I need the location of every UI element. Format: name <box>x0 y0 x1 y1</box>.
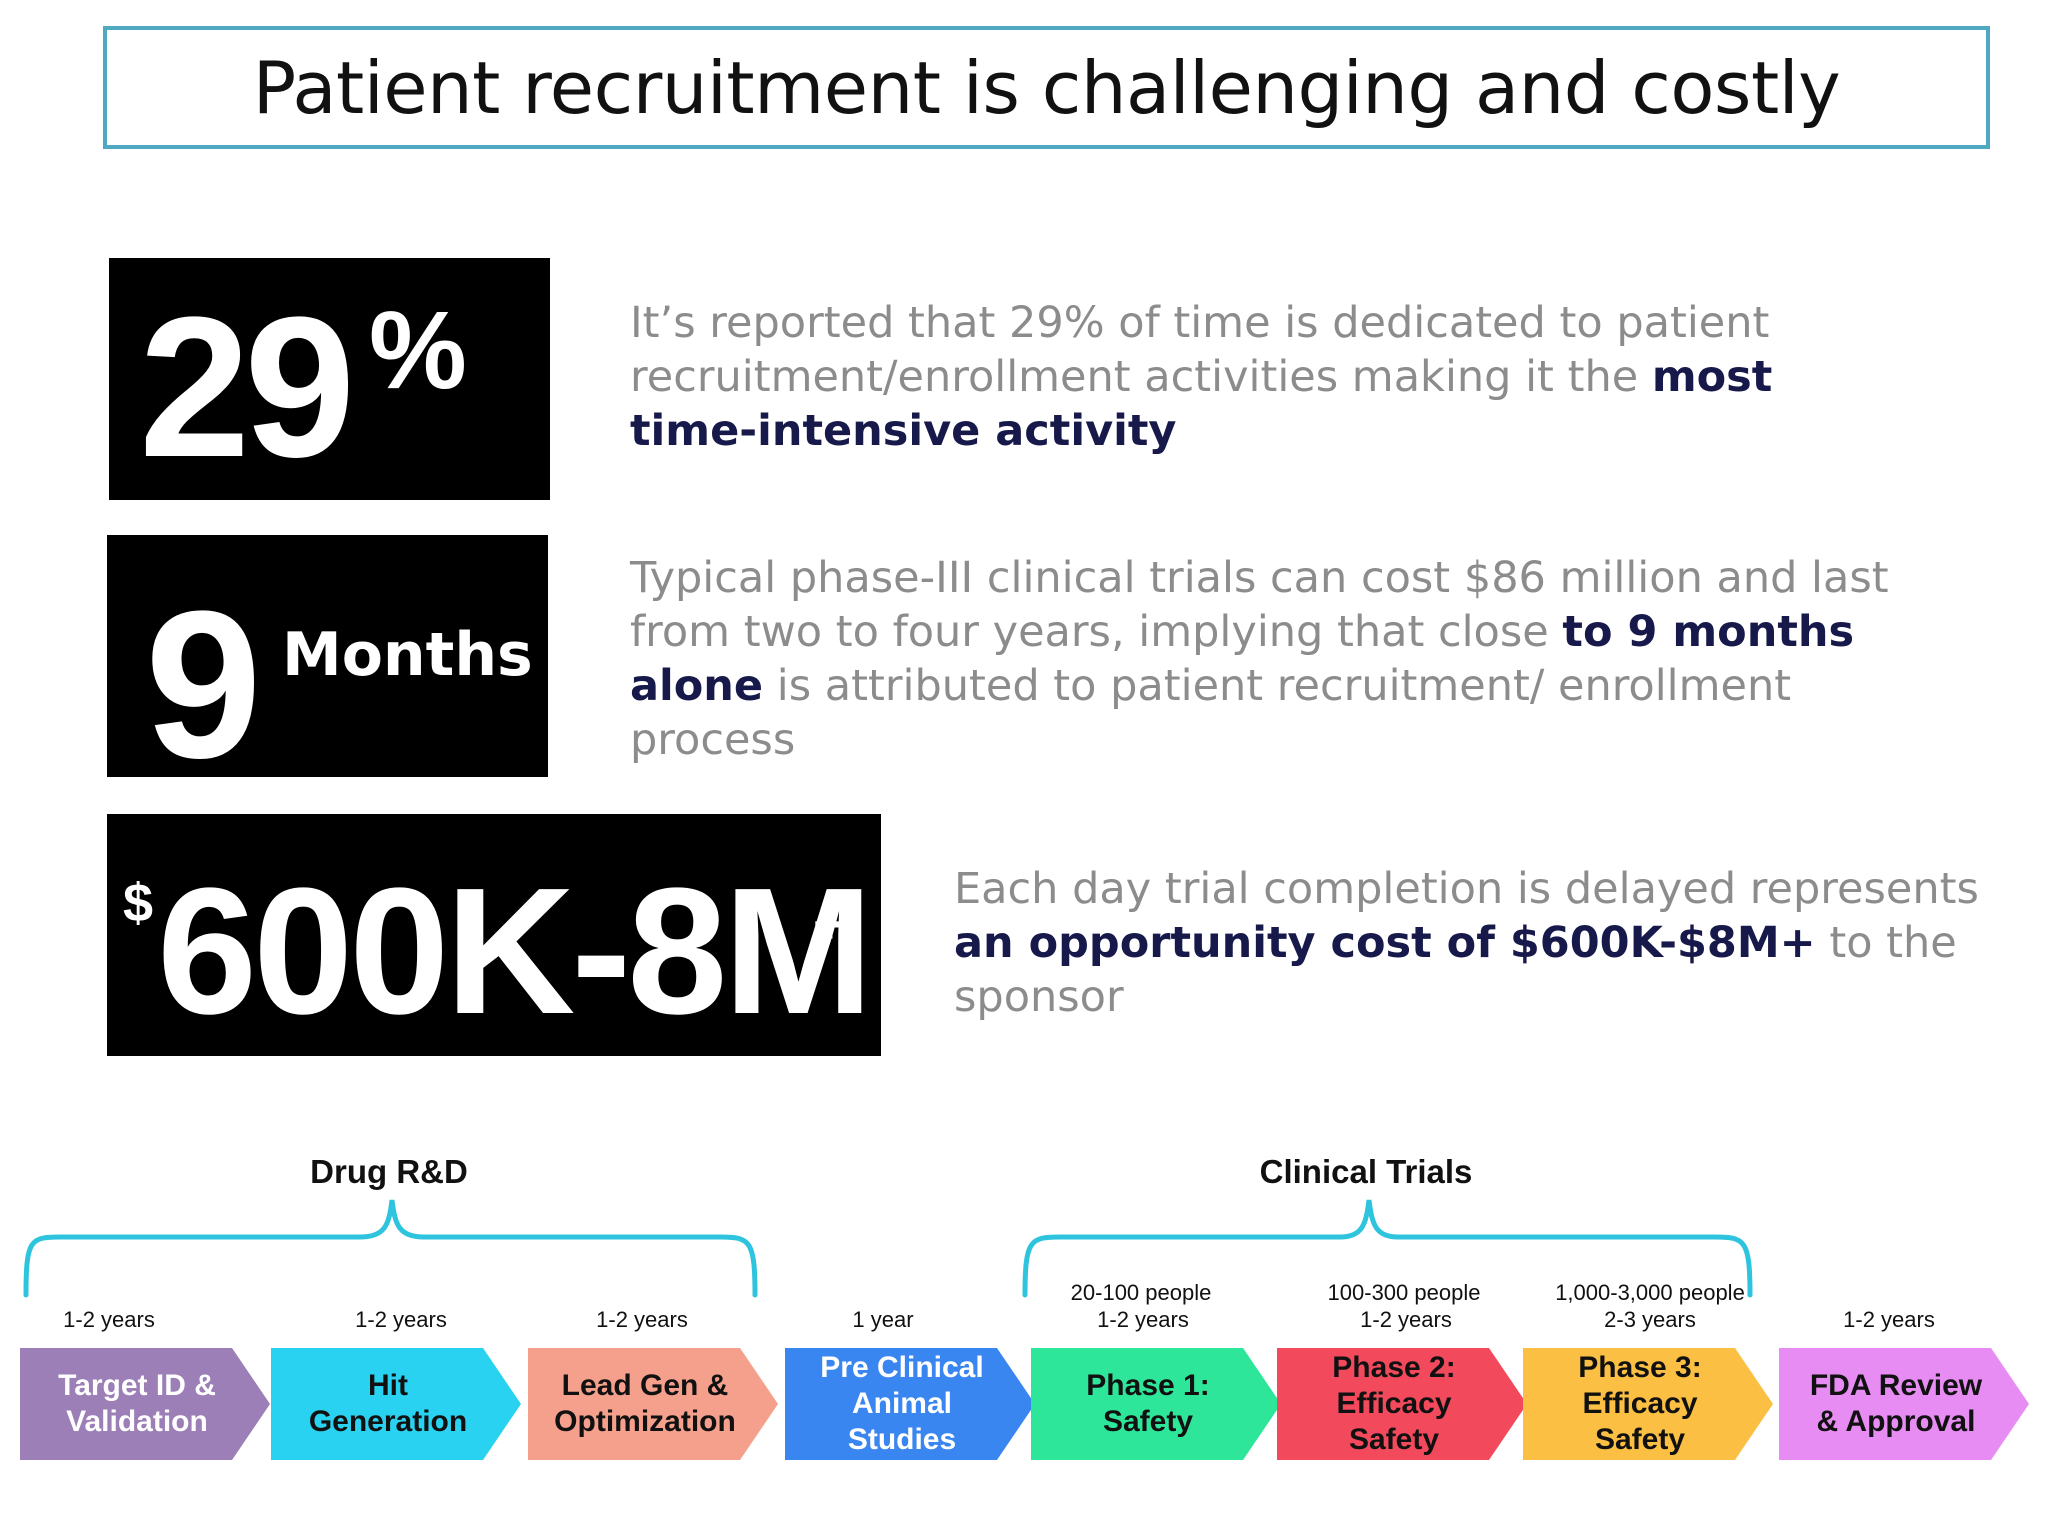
desc-text: Typical phase-III clinical trials can co… <box>630 553 1889 657</box>
desc-highlight: to 9 months alone <box>630 607 1855 711</box>
stage-arrow-hit: Hit Generation <box>271 1348 521 1460</box>
stage-arrow-preclinical: Pre Clinical Animal Studies <box>785 1348 1035 1460</box>
arrow-shape <box>528 1348 778 1460</box>
stage-label-phase1: Phase 1: Safety <box>1086 1369 1210 1438</box>
stage-label-target: Target ID & Validation <box>58 1369 216 1438</box>
stat-figure-suffix: + <box>813 892 846 955</box>
arrow-shape <box>1779 1348 2029 1460</box>
stage-label-fda: FDA Review & Approval <box>1809 1369 1983 1438</box>
stage-arrow-phase2: Phase 2: Efficacy Safety <box>1277 1348 1527 1460</box>
stat-figure: 29 <box>139 276 355 499</box>
slide-title: Patient recruitment is challenging and c… <box>252 45 1841 130</box>
stage-duration-fda: 1-2 years <box>1843 1307 1935 1332</box>
stat-figure: 600K-8M <box>157 851 873 1052</box>
stat-figure: 9 <box>145 567 262 802</box>
stat-description-3: Each day trial completion is delayed rep… <box>954 862 2014 1024</box>
stage-duration-phase2: 1-2 years <box>1360 1307 1452 1332</box>
brace-drug-rd <box>23 1199 758 1298</box>
stage-people-phase3: 1,000-3,000 people <box>1555 1280 1745 1305</box>
stage-arrow-fda: FDA Review & Approval <box>1779 1348 2029 1460</box>
stat-box-opportunity-cost: $ 600K-8M + <box>107 814 881 1056</box>
brace-clinical-trials <box>1022 1199 1753 1298</box>
stat-figure-suffix: % <box>369 289 467 412</box>
group-label-clinical-trials: Clinical Trials <box>1259 1153 1473 1190</box>
arrow-shape <box>271 1348 521 1460</box>
arrow-shape <box>785 1348 1035 1460</box>
stage-label-phase3: Phase 3: Efficacy Safety <box>1578 1351 1702 1456</box>
stat-box-29-percent: 29 % <box>109 258 550 500</box>
desc-text: Each day trial completion is delayed rep… <box>954 864 1979 914</box>
stat-box-9-months: 9 Months <box>107 535 548 790</box>
arrow-shape <box>1031 1348 1281 1460</box>
stage-arrow-phase3: Phase 3: Efficacy Safety <box>1523 1348 1773 1460</box>
group-label-drug-rd: Drug R&D <box>310 1153 468 1190</box>
arrow-shape <box>1277 1348 1527 1460</box>
stage-label-phase2: Phase 2: Efficacy Safety <box>1332 1351 1456 1456</box>
stage-duration-phase1: 1-2 years <box>1097 1307 1189 1332</box>
stage-label-preclinical: Pre Clinical Animal Studies <box>820 1351 984 1456</box>
stage-arrow-phase1: Phase 1: Safety <box>1031 1348 1281 1460</box>
stage-people-phase1: 20-100 people <box>1070 1280 1212 1305</box>
stat-description-1: It’s reported that 29% of time is dedica… <box>630 296 1890 458</box>
arrow-shape <box>20 1348 270 1460</box>
stage-arrow-target: Target ID & Validation <box>20 1348 270 1460</box>
stage-label-hit: Hit Generation <box>308 1369 468 1438</box>
stage-duration-preclinical: 1 year <box>852 1307 914 1332</box>
title-box: Patient recruitment is challenging and c… <box>103 26 1990 149</box>
stage-people-phase2: 100-300 people <box>1327 1280 1481 1305</box>
pipeline-braces <box>23 1199 1753 1298</box>
stage-duration-hit: 1-2 years <box>355 1307 447 1332</box>
desc-text: It’s reported that 29% of time is dedica… <box>630 298 1770 402</box>
arrow-shape <box>1523 1348 1773 1460</box>
desc-tail: to the sponsor <box>954 918 1957 1022</box>
desc-tail: is attributed to patient recruitment/ en… <box>630 661 1792 765</box>
desc-highlight: an opportunity cost of $600K-$8M+ <box>954 918 1816 968</box>
stage-duration-lead: 1-2 years <box>596 1307 688 1332</box>
stage-label-lead: Lead Gen & Optimization <box>554 1369 736 1438</box>
stat-unit: Months <box>282 620 533 690</box>
stat-description-2: Typical phase-III clinical trials can co… <box>630 551 1890 767</box>
stage-duration-target: 1-2 years <box>63 1307 155 1332</box>
stat-figure-prefix: $ <box>123 873 154 933</box>
stage-arrow-lead: Lead Gen & Optimization <box>528 1348 778 1460</box>
stage-duration-phase3: 2-3 years <box>1604 1307 1696 1332</box>
desc-highlight: most time-intensive activity <box>630 352 1773 456</box>
